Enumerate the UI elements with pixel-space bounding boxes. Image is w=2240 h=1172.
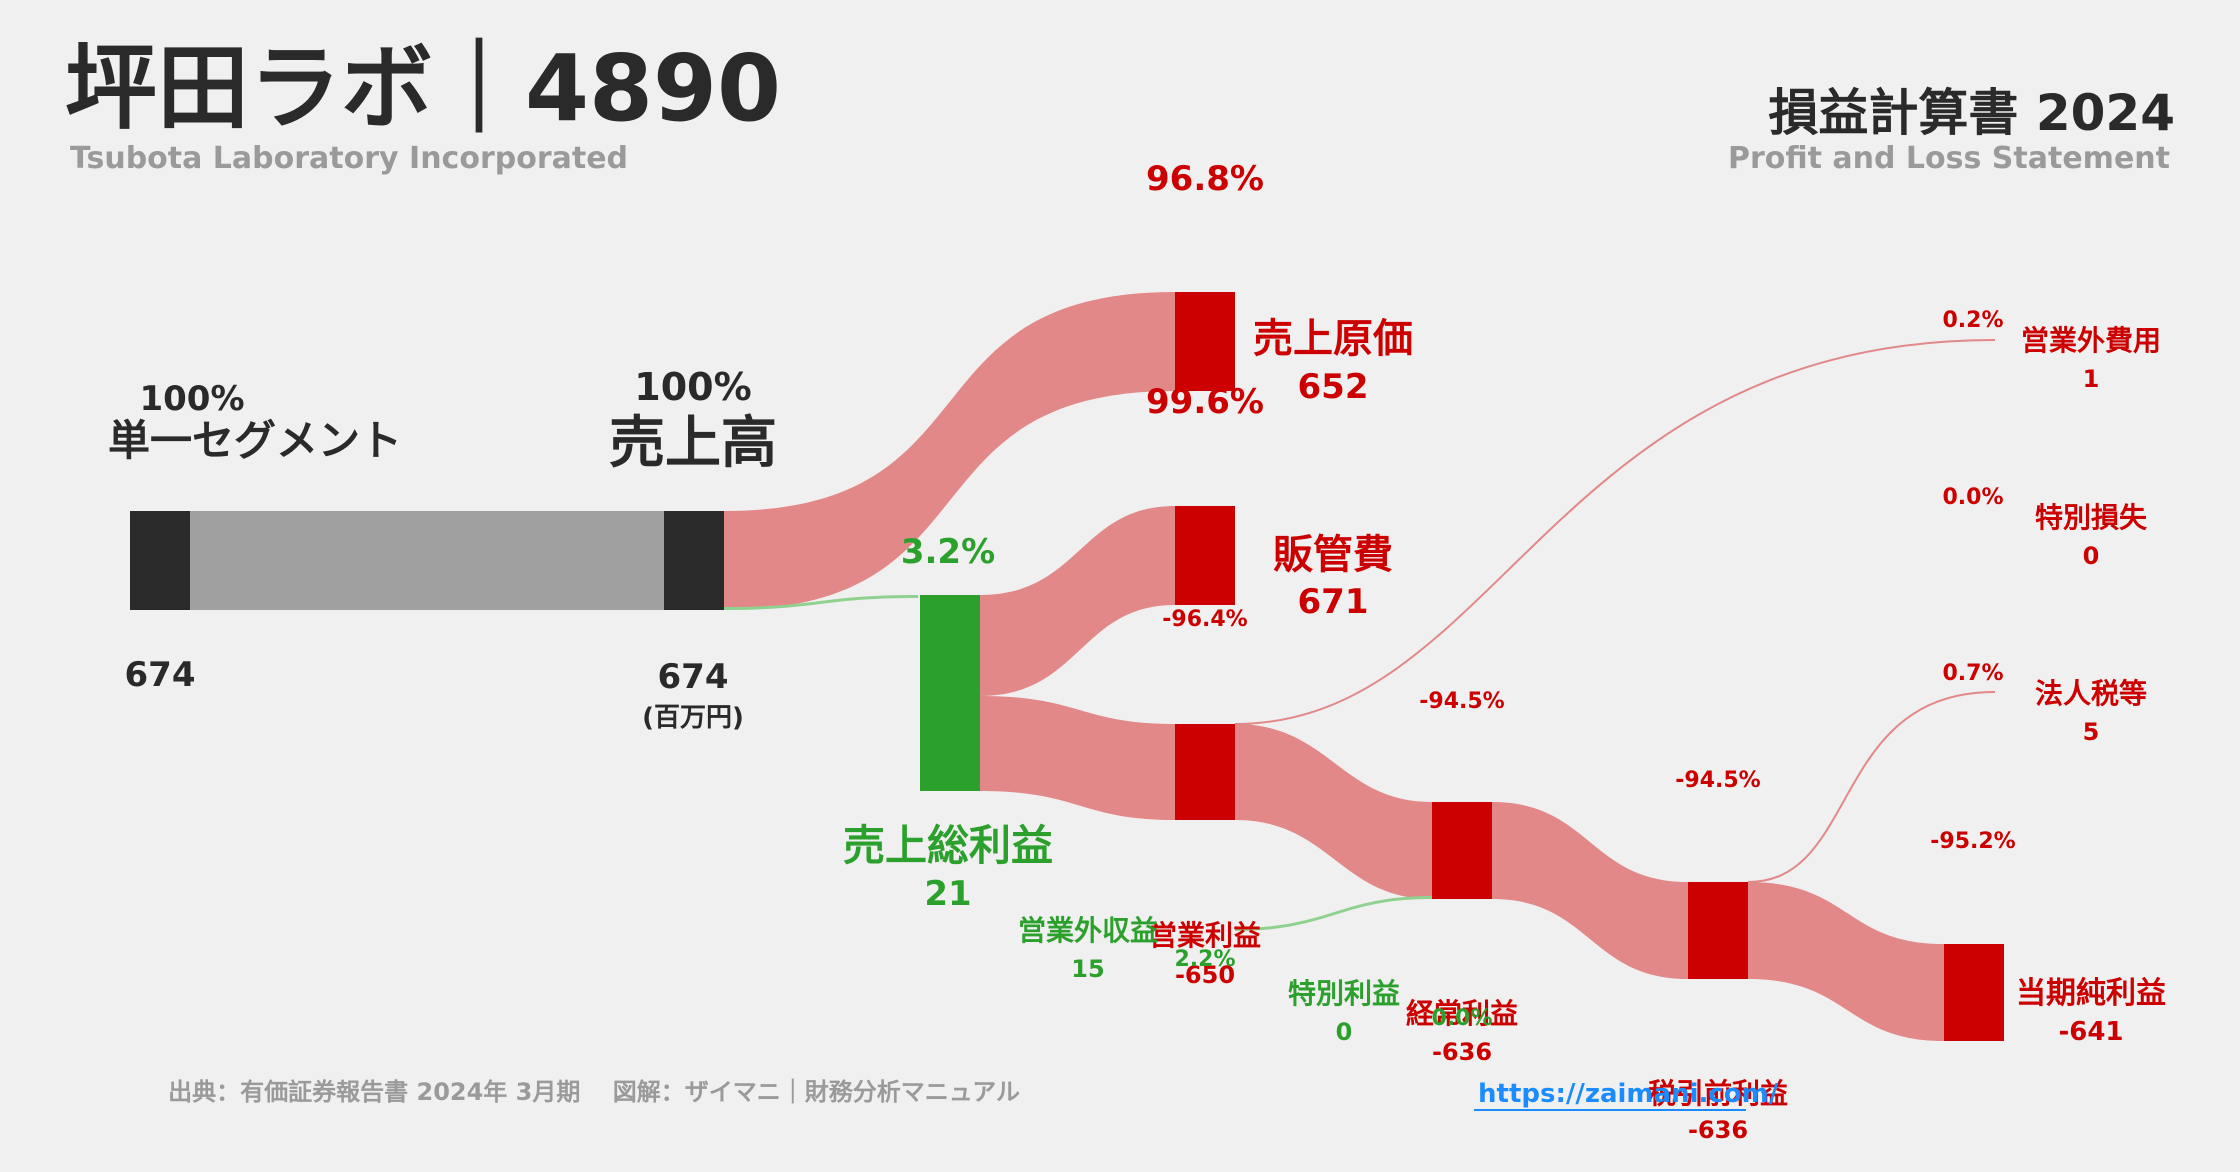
pretax-name: 税引前利益 — [1648, 1077, 1788, 1110]
flow-op-nonopexp — [1234, 339, 1996, 725]
footer-link[interactable]: https://zaimani.com/ — [1478, 1079, 1779, 1109]
cogs-pct: 96.8% — [1146, 159, 1264, 199]
gross-pct: 3.2% — [901, 532, 995, 572]
cogs-value: 652 — [1298, 367, 1369, 407]
spgain-value: 0 — [1336, 1018, 1353, 1046]
tax-name: 法人税等 — [2035, 677, 2147, 710]
flow-pretax-tax — [1747, 691, 1996, 883]
ordinary-pct: -94.5% — [1419, 689, 1504, 714]
company-subtitle: Tsubota Laboratory Incorporated — [70, 141, 628, 176]
node-pretax — [1688, 882, 1748, 979]
pretax-value: -636 — [1688, 1116, 1748, 1144]
flow-revenue-gross — [724, 595, 918, 610]
nonopinc-value: 15 — [1071, 955, 1104, 983]
sga-pct: 99.6% — [1146, 382, 1264, 422]
nonopexp-value: 1 — [2083, 365, 2100, 393]
company-title: 坪田ラボ｜4890 — [65, 35, 781, 142]
flow-revenue-cogs — [724, 292, 1175, 610]
segment-name: 単一セグメント — [108, 416, 402, 465]
statement-subtitle: Profit and Loss Statement — [1728, 141, 2170, 176]
nodes — [130, 292, 2004, 1041]
flow-segment-revenue — [190, 511, 664, 610]
segment-pct: 100% — [139, 379, 244, 419]
labels: 100% 単一セグメント 674 100% 売上高 674 (百万円) 96.8… — [108, 159, 2166, 1144]
sga-value: 671 — [1298, 582, 1369, 622]
node-ordinary — [1432, 802, 1492, 899]
op-pct: -96.4% — [1162, 607, 1247, 632]
node-op — [1175, 724, 1235, 820]
gross-value: 21 — [924, 874, 971, 914]
spgain-pct: 0.0% — [1431, 1006, 1492, 1031]
flow-nonopinc-ordinary — [1235, 896, 1432, 931]
flows — [190, 292, 1996, 1041]
node-net — [1944, 944, 2004, 1041]
flow-gross-sga — [980, 506, 1175, 696]
ordinary-value: -636 — [1432, 1038, 1492, 1066]
node-cogs — [1175, 292, 1235, 391]
node-revenue — [664, 511, 724, 610]
net-pct: -95.2% — [1930, 829, 2015, 854]
node-gross — [920, 595, 980, 791]
sploss-value: 0 — [2083, 542, 2100, 570]
node-segment — [130, 511, 190, 610]
flow-ordinary-pretax — [1492, 802, 1688, 979]
nonopinc-pct: 2.2% — [1174, 947, 1235, 972]
ordinary-name: 経常利益 — [1406, 997, 1518, 1030]
flow-gross-op — [980, 696, 1175, 820]
node-sga — [1175, 506, 1235, 605]
flow-op-ordinary — [1235, 724, 1432, 899]
op-name: 営業利益 — [1149, 919, 1261, 952]
cogs-name: 売上原価 — [1253, 316, 1413, 362]
flow-pretax-net — [1748, 882, 1944, 1041]
op-value: -650 — [1175, 961, 1235, 989]
sploss-pct: 0.0% — [1942, 485, 2003, 510]
spgain-name: 特別利益 — [1288, 977, 1400, 1010]
revenue-value: 674 — [658, 657, 729, 697]
segment-value: 674 — [125, 655, 196, 695]
net-name: 当期純利益 — [2016, 976, 2166, 1011]
sploss-name: 特別損失 — [2035, 501, 2148, 534]
pretax-pct: -94.5% — [1675, 768, 1760, 793]
footer-source: 出典：有価証券報告書 2024年 3月期 図解：ザイマニ｜財務分析マニュアル — [168, 1078, 1020, 1106]
nonopexp-pct: 0.2% — [1942, 308, 2003, 333]
revenue-pct: 100% — [634, 365, 751, 409]
gross-name: 売上総利益 — [843, 821, 1053, 870]
unit-label: (百万円) — [642, 703, 744, 733]
sga-name: 販管費 — [1273, 532, 1393, 578]
revenue-name: 売上高 — [609, 411, 777, 476]
statement-title: 損益計算書 2024 — [1768, 84, 2175, 142]
net-value: -641 — [2058, 1017, 2123, 1047]
nonopinc-name: 営業外収益 — [1018, 914, 1158, 947]
tax-pct: 0.7% — [1942, 661, 2003, 686]
nonopexp-name: 営業外費用 — [2021, 324, 2161, 357]
tax-value: 5 — [2083, 718, 2100, 746]
